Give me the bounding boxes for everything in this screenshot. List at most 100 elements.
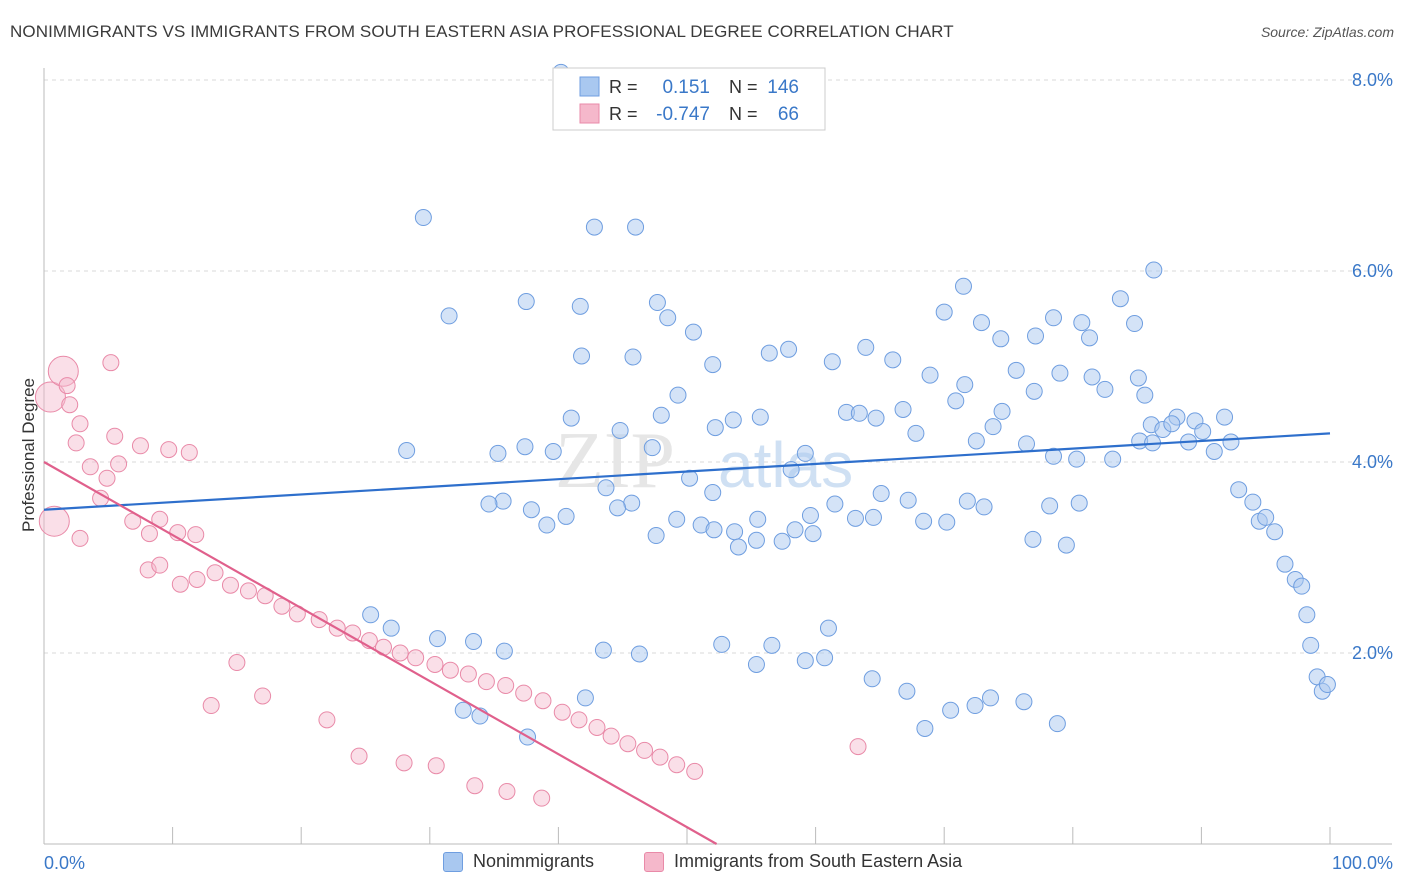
- blue-point: [921, 366, 939, 384]
- pink-point: [619, 735, 637, 753]
- blue-point: [1302, 636, 1320, 654]
- blue-point: [1045, 447, 1063, 465]
- blue-point: [544, 442, 562, 460]
- legend-r-label-2: R =: [609, 104, 638, 124]
- blue-point: [1051, 364, 1069, 382]
- blue-point: [823, 353, 841, 371]
- pink-point: [131, 437, 149, 455]
- blue-point: [611, 421, 629, 439]
- blue-point: [669, 386, 687, 404]
- pink-point: [426, 655, 444, 673]
- pink-point: [441, 661, 459, 679]
- blue-point: [522, 501, 540, 519]
- blue-point: [1007, 361, 1025, 379]
- axes: [43, 68, 1392, 845]
- blue-point: [1129, 369, 1147, 387]
- blue-point: [958, 492, 976, 510]
- blue-point: [1205, 442, 1223, 460]
- legend-item-immigrants: Immigrants from South Eastern Asia: [644, 851, 962, 872]
- blue-point: [786, 521, 804, 539]
- pink-point: [254, 687, 272, 705]
- y-tick-label: 4.0%: [1352, 452, 1393, 472]
- legend-r-label-1: R =: [609, 77, 638, 97]
- pink-point: [534, 692, 552, 710]
- pink-point: [533, 789, 551, 807]
- blue-point: [751, 408, 769, 426]
- blue-point: [706, 419, 724, 437]
- blue-point: [659, 309, 677, 327]
- blue-point: [981, 689, 999, 707]
- blue-point: [362, 606, 380, 624]
- blue-point: [956, 376, 974, 394]
- blue-point: [729, 538, 747, 556]
- blue-point: [429, 630, 447, 648]
- pink-point: [67, 434, 85, 452]
- blue-point: [819, 619, 837, 637]
- blue-point: [597, 479, 615, 497]
- x-tick-label: 100.0%: [1332, 853, 1393, 873]
- pink-point: [466, 777, 484, 795]
- blue-point: [1048, 715, 1066, 733]
- pink-point: [206, 564, 224, 582]
- pink-point: [180, 443, 198, 461]
- blue-point: [1104, 450, 1122, 468]
- pink-point: [187, 526, 205, 544]
- blue-point: [1015, 693, 1033, 711]
- blue-point: [864, 508, 882, 526]
- blue-point: [480, 495, 498, 513]
- pink-point: [171, 575, 189, 593]
- blue-point: [562, 409, 580, 427]
- legend-swatch-nonimmigrants: [443, 851, 463, 872]
- blue-point: [724, 411, 742, 429]
- source-label: Source: ZipAtlas.com: [1260, 24, 1394, 40]
- blue-point: [704, 484, 722, 502]
- blue-point: [867, 409, 885, 427]
- blue-point: [557, 507, 575, 525]
- blue-point: [630, 645, 648, 663]
- pink-point: [849, 738, 867, 756]
- blue-point: [1027, 327, 1045, 345]
- series-immigrants-points: [34, 354, 867, 807]
- blue-point: [398, 442, 416, 460]
- y-tick-label: 8.0%: [1352, 70, 1393, 90]
- blue-point: [954, 277, 972, 295]
- blue-point: [992, 330, 1010, 348]
- blue-point: [1057, 536, 1075, 554]
- blue-point: [796, 652, 814, 670]
- legend-label-nonimmigrants: Nonimmigrants: [473, 851, 595, 871]
- blue-point: [749, 510, 767, 528]
- y-tick-label: 2.0%: [1352, 643, 1393, 663]
- blue-point: [382, 619, 400, 637]
- blue-point: [495, 642, 513, 660]
- blue-point: [585, 218, 603, 236]
- blue-point: [993, 402, 1011, 420]
- blue-point: [907, 424, 925, 442]
- blue-point: [857, 338, 875, 356]
- blue-point: [1068, 450, 1086, 468]
- blue-point: [1024, 530, 1042, 548]
- pink-point: [636, 741, 654, 759]
- blue-point: [624, 348, 642, 366]
- blue-point: [863, 670, 881, 688]
- blue-point: [1025, 382, 1043, 400]
- blue-point: [1083, 368, 1101, 386]
- blue-point: [1266, 523, 1284, 541]
- blue-point: [681, 469, 699, 487]
- blue-point: [516, 438, 534, 456]
- blue-point: [623, 494, 641, 512]
- legend-item-nonimmigrants: Nonimmigrants: [443, 851, 594, 872]
- legend-n-label-2: N =: [729, 104, 758, 124]
- pink-point: [188, 570, 206, 588]
- pink-point: [459, 665, 477, 683]
- blue-point: [594, 641, 612, 659]
- blue-point: [1194, 422, 1212, 440]
- blue-point: [571, 297, 589, 315]
- blue-point: [804, 525, 822, 543]
- pink-point: [110, 455, 128, 473]
- legend-swatch-pink: [579, 103, 600, 124]
- blue-point: [1276, 555, 1294, 573]
- blue-point: [576, 689, 594, 707]
- blue-point: [726, 523, 744, 541]
- legend-swatch-immigrants: [644, 851, 664, 872]
- blue-point: [1136, 386, 1154, 404]
